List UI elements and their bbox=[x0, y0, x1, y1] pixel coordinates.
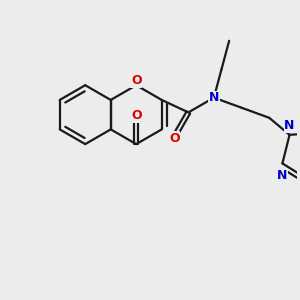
Text: N: N bbox=[284, 119, 295, 132]
Text: O: O bbox=[131, 74, 142, 87]
Text: N: N bbox=[209, 91, 219, 104]
Text: O: O bbox=[169, 132, 180, 145]
Text: O: O bbox=[131, 109, 142, 122]
Text: N: N bbox=[277, 169, 288, 182]
